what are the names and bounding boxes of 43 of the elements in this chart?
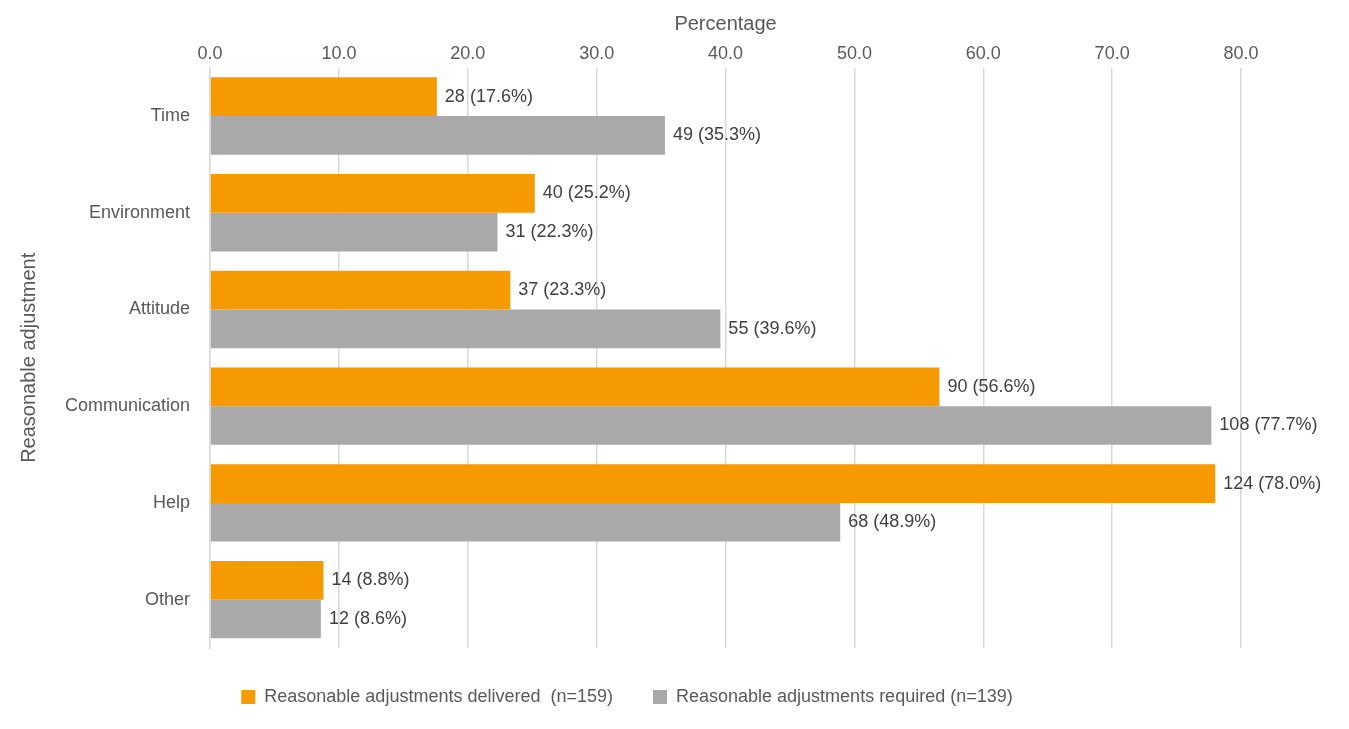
x-tick-label: 10.0 bbox=[321, 42, 357, 63]
bar bbox=[210, 502, 841, 542]
x-tick-label: 80.0 bbox=[1223, 42, 1259, 63]
data-label: 14 (8.8%) bbox=[331, 569, 410, 590]
bar bbox=[210, 77, 437, 116]
data-label: 68 (48.9%) bbox=[848, 511, 937, 532]
y-tick-label: Time bbox=[150, 104, 191, 125]
legend-label: Reasonable adjustments required (n=139) bbox=[676, 685, 1013, 706]
y-tick-label: Attitude bbox=[129, 298, 191, 319]
x-tick-label: 60.0 bbox=[965, 42, 1001, 63]
bar bbox=[210, 174, 535, 213]
data-label: 28 (17.6%) bbox=[444, 85, 533, 106]
y-tick-label: Communication bbox=[64, 395, 191, 416]
x-tick-label: 0.0 bbox=[197, 42, 223, 63]
y-tick-label: Help bbox=[153, 491, 191, 512]
data-label: 55 (39.6%) bbox=[728, 317, 817, 338]
data-label: 12 (8.6%) bbox=[328, 607, 407, 628]
legend-label: Reasonable adjustments delivered (n=159) bbox=[264, 685, 614, 706]
data-label: 37 (23.3%) bbox=[518, 279, 607, 300]
data-label: 124 (78.0%) bbox=[1223, 472, 1322, 493]
x-tick-label: 40.0 bbox=[708, 42, 744, 63]
x-axis-title: Percentage bbox=[674, 11, 777, 34]
bar bbox=[210, 270, 511, 310]
data-label: 31 (22.3%) bbox=[505, 221, 594, 242]
bar bbox=[210, 464, 1216, 503]
y-tick-label: Other bbox=[145, 588, 191, 609]
x-tick-label: 70.0 bbox=[1094, 42, 1130, 63]
x-tick-label: 50.0 bbox=[836, 42, 872, 63]
bar bbox=[210, 599, 321, 639]
bar bbox=[210, 560, 324, 600]
bar bbox=[210, 212, 498, 252]
bar bbox=[210, 115, 665, 155]
data-label: 49 (35.3%) bbox=[672, 124, 762, 145]
x-tick-label: 30.0 bbox=[579, 42, 615, 63]
bar bbox=[210, 367, 940, 407]
y-tick-label: Environment bbox=[88, 201, 191, 222]
bar bbox=[210, 406, 1212, 445]
bar bbox=[210, 309, 721, 349]
data-label: 90 (56.6%) bbox=[947, 375, 1036, 396]
y-axis-title: Reasonable adjustment bbox=[16, 252, 39, 463]
data-label: 40 (25.2%) bbox=[542, 182, 631, 203]
x-tick-label: 20.0 bbox=[450, 42, 486, 63]
data-label: 108 (77.7%) bbox=[1219, 414, 1318, 435]
